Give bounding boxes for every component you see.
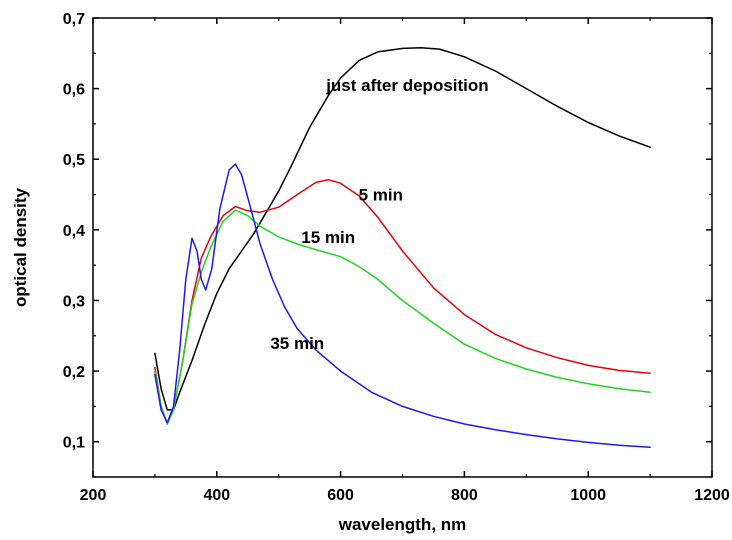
series-lines <box>154 46 651 449</box>
series-label: just after deposition <box>325 76 488 95</box>
y-tick-label: 0,7 <box>63 11 85 28</box>
series-label: 35 min <box>270 334 324 353</box>
series-label: 5 min <box>359 186 403 205</box>
x-tick-label: 600 <box>327 487 354 504</box>
x-tick-label: 400 <box>203 487 230 504</box>
y-tick-label: 0,3 <box>63 293 85 310</box>
y-tick-label: 0,4 <box>63 223 85 240</box>
x-tick-label: 200 <box>80 487 107 504</box>
y-axis-title: optical density <box>11 187 30 307</box>
series-label: 15 min <box>301 228 355 247</box>
y-tick-label: 0,5 <box>63 152 85 169</box>
y-tick-label: 0,2 <box>63 364 85 381</box>
x-tick-label: 1000 <box>570 487 606 504</box>
plot-frame <box>92 17 713 478</box>
x-tick-label: 1200 <box>694 487 730 504</box>
series-line-15-min <box>154 209 651 425</box>
x-axis-title: wavelength, nm <box>338 515 467 534</box>
x-tick-label: 800 <box>451 487 478 504</box>
series-line-just-after-deposition <box>154 46 651 411</box>
y-tick-label: 0,1 <box>63 435 85 452</box>
y-tick-label: 0,6 <box>63 82 85 99</box>
series-line-35-min <box>154 163 651 449</box>
series-annotations: just after deposition 5 min 15 min 35 min <box>270 76 488 353</box>
tick-labels: 200 400 600 800 1000 1200 0,1 0,2 0,3 0,4 0,5 0,6 0,… <box>63 11 730 504</box>
